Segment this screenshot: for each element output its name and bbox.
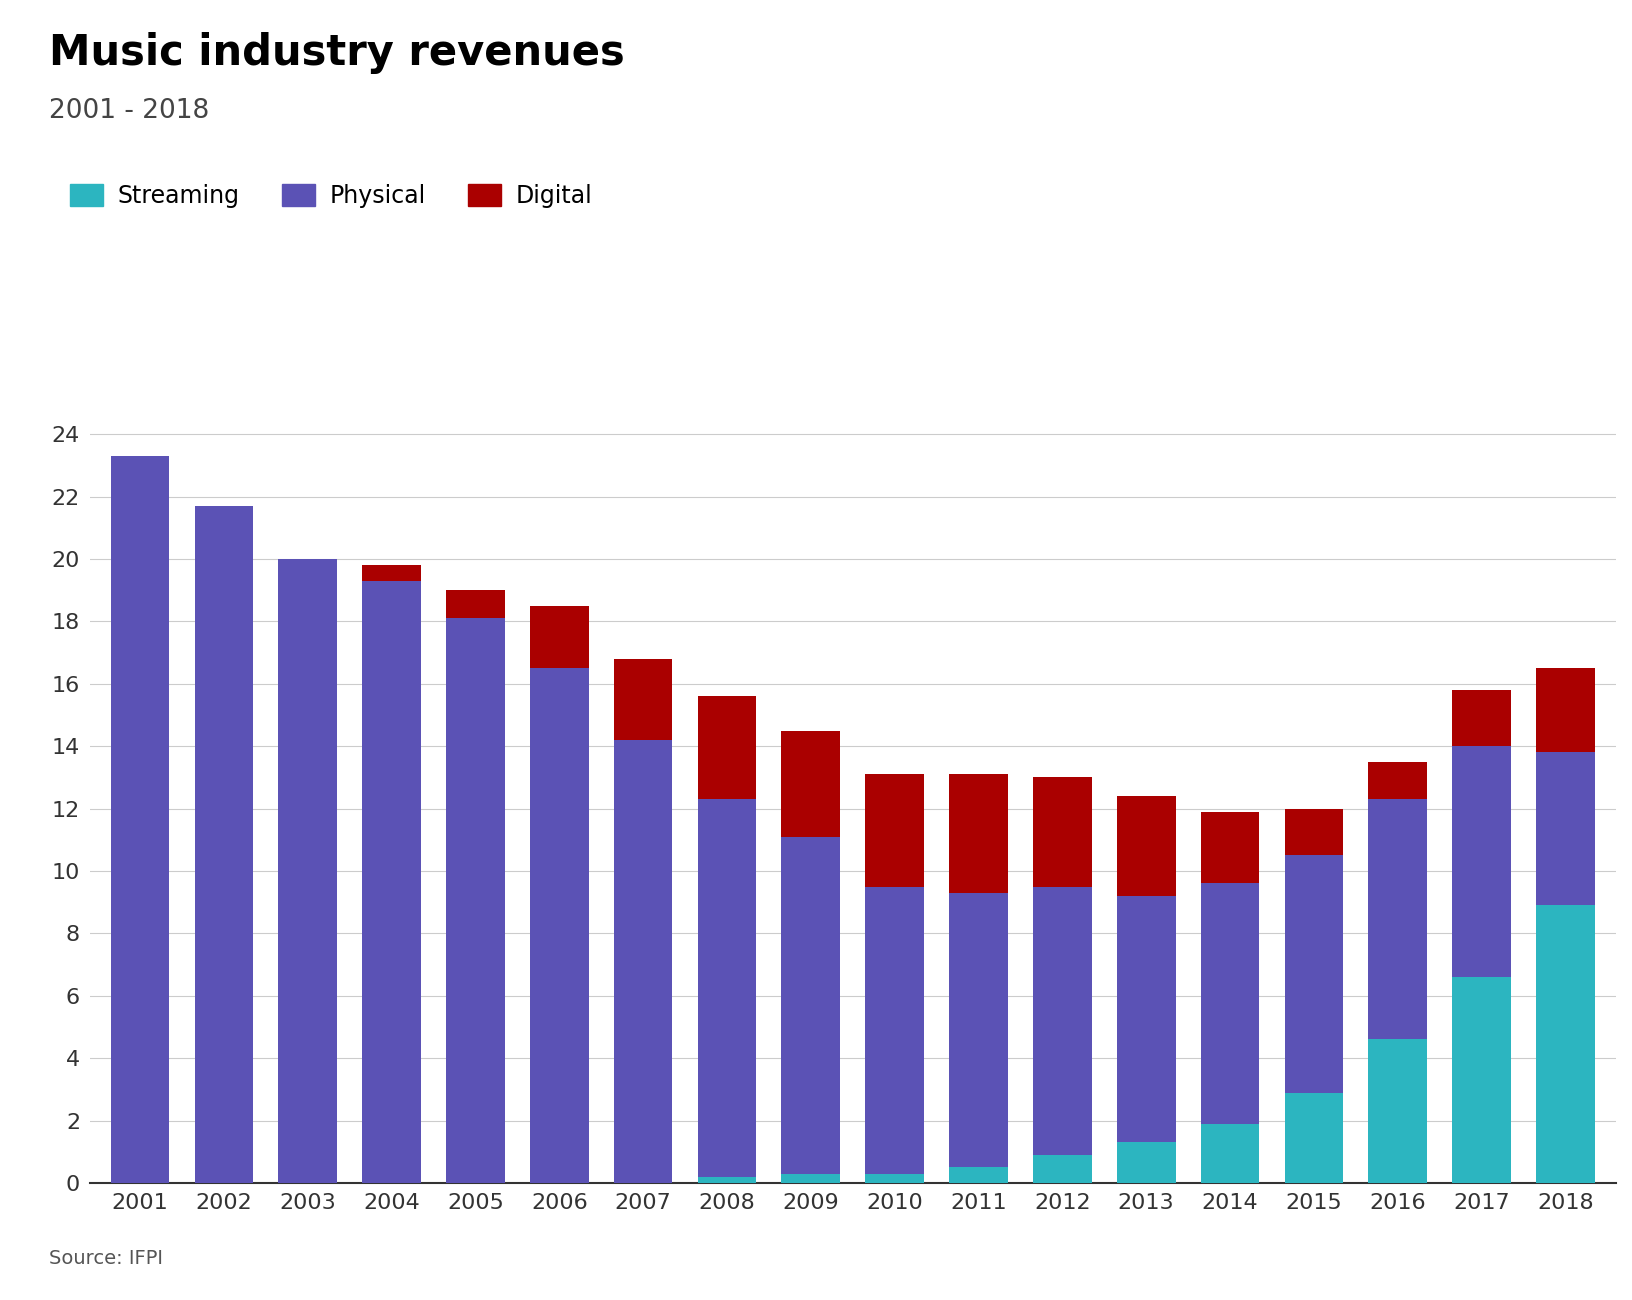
Bar <box>1368 1040 1426 1183</box>
Bar <box>865 1174 924 1183</box>
Bar <box>614 659 672 740</box>
Bar <box>1452 690 1511 746</box>
Bar <box>1284 809 1343 855</box>
Bar <box>1201 884 1260 1123</box>
Bar <box>697 697 756 800</box>
Bar <box>1536 905 1594 1183</box>
Bar <box>279 559 338 1183</box>
Bar <box>1368 800 1426 1040</box>
Bar <box>782 837 840 1174</box>
Text: Music industry revenues: Music industry revenues <box>49 32 625 74</box>
Bar <box>530 606 589 668</box>
Bar <box>1033 777 1092 887</box>
Bar <box>1116 1143 1175 1183</box>
Bar <box>865 775 924 887</box>
Bar <box>1116 896 1175 1143</box>
Bar <box>782 1174 840 1183</box>
Text: BBC: BBC <box>1506 1247 1554 1268</box>
Bar <box>1033 1154 1092 1183</box>
Bar <box>950 775 1009 893</box>
Bar <box>782 731 840 837</box>
Bar <box>865 887 924 1174</box>
Bar <box>1368 762 1426 800</box>
Bar <box>950 1167 1009 1183</box>
Bar <box>697 800 756 1176</box>
Bar <box>1201 1123 1260 1183</box>
Bar <box>1452 978 1511 1183</box>
Bar <box>1536 668 1594 753</box>
Bar <box>1284 855 1343 1092</box>
Text: Source: IFPI: Source: IFPI <box>49 1248 163 1268</box>
Bar <box>194 506 253 1183</box>
Bar <box>1536 753 1594 905</box>
Legend: Streaming, Physical, Digital: Streaming, Physical, Digital <box>60 174 601 217</box>
Bar <box>1284 1092 1343 1183</box>
Bar <box>111 456 170 1183</box>
Bar <box>530 668 589 1183</box>
Bar <box>446 590 504 619</box>
Bar <box>362 566 421 581</box>
Bar <box>1452 746 1511 978</box>
Bar <box>1033 887 1092 1154</box>
Bar <box>614 740 672 1183</box>
Bar <box>1201 811 1260 884</box>
Bar <box>697 1176 756 1183</box>
Bar <box>1116 796 1175 896</box>
Text: 2001 - 2018: 2001 - 2018 <box>49 98 209 124</box>
Bar <box>362 581 421 1183</box>
Bar <box>950 893 1009 1167</box>
Bar <box>446 619 504 1183</box>
